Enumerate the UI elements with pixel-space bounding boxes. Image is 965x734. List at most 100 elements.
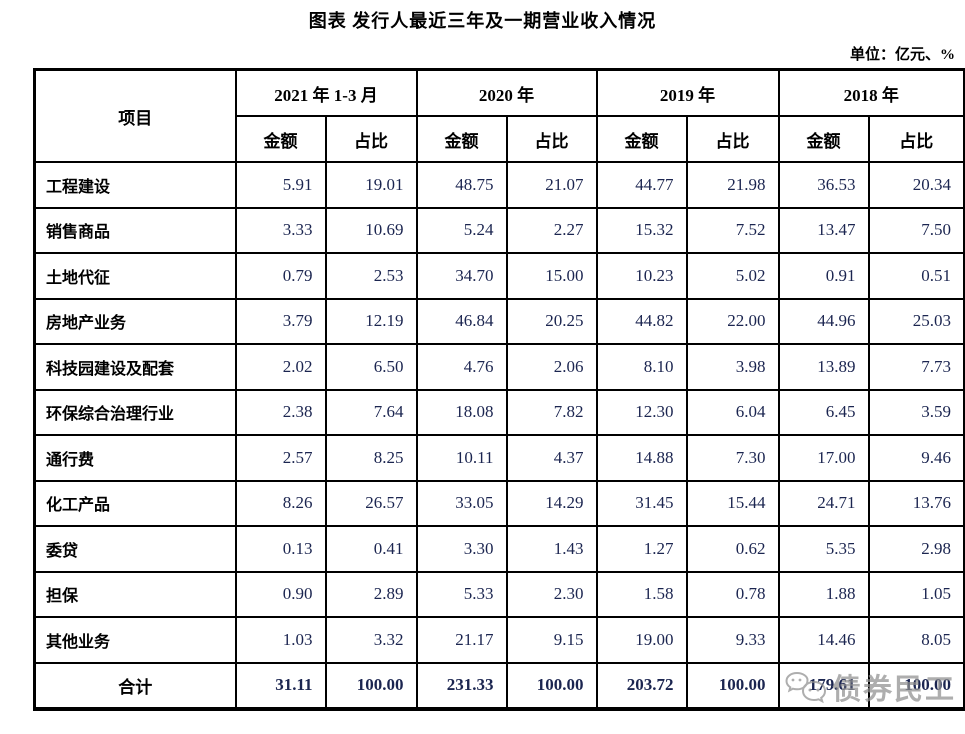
cell-value: 1.05	[867, 570, 965, 618]
cell-value: 44.96	[777, 297, 870, 345]
cell-value: 24.71	[777, 479, 870, 527]
page-title: 图表 发行人最近三年及一期营业收入情况	[308, 11, 657, 31]
cell-value: 22.00	[685, 297, 780, 345]
row-label: 工程建设	[33, 161, 237, 209]
column-header-amount: 金额	[415, 115, 508, 163]
table-header: 项目 2021 年 1-3 月 2020 年 2019 年 2018 年 金额 …	[33, 68, 965, 163]
row-label: 通行费	[33, 434, 237, 482]
table-row: 销售商品 3.33 10.69 5.24 2.27 15.32 7.52 13.47 7.50	[33, 206, 965, 254]
cell-value: 21.07	[505, 161, 598, 209]
cell-value: 0.13	[234, 525, 327, 573]
cell-value: 20.25	[505, 297, 598, 345]
column-header-period-2020: 2020 年	[415, 68, 598, 117]
cell-value: 5.35	[777, 525, 870, 573]
table-row: 工程建设 5.91 19.01 48.75 21.07 44.77 21.98 36.53 20…	[33, 161, 965, 209]
cell-value: 3.32	[324, 616, 418, 664]
cell-value: 15.32	[595, 206, 688, 254]
cell-value: 1.43	[505, 525, 598, 573]
cell-value: 12.19	[324, 297, 418, 345]
table-row: 房地产业务 3.79 12.19 46.84 20.25 44.82 22.00 44.96 2…	[33, 297, 965, 345]
row-label: 环保综合治理行业	[33, 388, 237, 436]
cell-value: 21.98	[685, 161, 780, 209]
row-label: 土地代征	[33, 252, 237, 300]
cell-value: 13.76	[867, 479, 965, 527]
cell-value: 8.05	[867, 616, 965, 664]
cell-value: 3.59	[867, 388, 965, 436]
column-header-share: 占比	[324, 115, 418, 163]
cell-value: 3.98	[685, 343, 780, 391]
table-row-total: 合计 31.11 100.00 231.33 100.00 203.72 100…	[33, 661, 965, 710]
cell-value: 0.78	[685, 570, 780, 618]
column-header-amount: 金额	[777, 115, 870, 163]
cell-value: 7.30	[685, 434, 780, 482]
row-label: 委贷	[33, 525, 237, 573]
table-row: 环保综合治理行业 2.38 7.64 18.08 7.82 12.30 6.04 6.45 3.…	[33, 388, 965, 436]
column-header-amount: 金额	[595, 115, 688, 163]
row-label: 其他业务	[33, 616, 237, 664]
cell-value: 231.33	[415, 661, 508, 710]
table-row: 其他业务 1.03 3.32 21.17 9.15 19.00 9.33 14.46 8.05	[33, 616, 965, 664]
cell-value: 7.64	[324, 388, 418, 436]
cell-value: 100.00	[867, 661, 965, 710]
cell-value: 5.24	[415, 206, 508, 254]
cell-value: 33.05	[415, 479, 508, 527]
cell-value: 36.53	[777, 161, 870, 209]
cell-value: 31.45	[595, 479, 688, 527]
cell-value: 6.50	[324, 343, 418, 391]
cell-value: 10.23	[595, 252, 688, 300]
cell-value: 13.47	[777, 206, 870, 254]
cell-value: 179.61	[777, 661, 870, 710]
cell-value: 0.41	[324, 525, 418, 573]
table-row: 担保 0.90 2.89 5.33 2.30 1.58 0.78 1.88 1.05	[33, 570, 965, 618]
cell-value: 3.33	[234, 206, 327, 254]
table-row: 科技园建设及配套 2.02 6.50 4.76 2.06 8.10 3.98 13.89 7.7…	[33, 343, 965, 391]
cell-value: 100.00	[685, 661, 780, 710]
cell-value: 14.46	[777, 616, 870, 664]
column-header-share: 占比	[685, 115, 780, 163]
column-header-period-2018: 2018 年	[777, 68, 965, 117]
cell-value: 100.00	[505, 661, 598, 710]
table-row: 通行费 2.57 8.25 10.11 4.37 14.88 7.30 17.00 9.46	[33, 434, 965, 482]
row-label: 化工产品	[33, 479, 237, 527]
cell-value: 2.02	[234, 343, 327, 391]
cell-value: 2.38	[234, 388, 327, 436]
cell-value: 14.29	[505, 479, 598, 527]
column-header-share: 占比	[505, 115, 598, 163]
revenue-table: 项目 2021 年 1-3 月 2020 年 2019 年 2018 年 金额 …	[33, 68, 965, 711]
cell-value: 7.52	[685, 206, 780, 254]
cell-value: 10.69	[324, 206, 418, 254]
column-header-share: 占比	[867, 115, 965, 163]
cell-value: 18.08	[415, 388, 508, 436]
table-body: 工程建设 5.91 19.01 48.75 21.07 44.77 21.98 36.53 20…	[33, 161, 965, 710]
row-label: 科技园建设及配套	[33, 343, 237, 391]
cell-value: 20.34	[867, 161, 965, 209]
cell-value: 10.11	[415, 434, 508, 482]
cell-value: 8.25	[324, 434, 418, 482]
cell-value: 0.90	[234, 570, 327, 618]
cell-value: 5.02	[685, 252, 780, 300]
cell-value: 19.01	[324, 161, 418, 209]
cell-value: 0.62	[685, 525, 780, 573]
cell-value: 15.00	[505, 252, 598, 300]
cell-value: 6.04	[685, 388, 780, 436]
cell-value: 1.27	[595, 525, 688, 573]
cell-value: 1.58	[595, 570, 688, 618]
cell-value: 7.50	[867, 206, 965, 254]
cell-value: 2.53	[324, 252, 418, 300]
cell-value: 0.79	[234, 252, 327, 300]
cell-value: 46.84	[415, 297, 508, 345]
cell-value: 7.73	[867, 343, 965, 391]
cell-value: 34.70	[415, 252, 508, 300]
cell-value: 2.89	[324, 570, 418, 618]
cell-value: 21.17	[415, 616, 508, 664]
cell-value: 8.26	[234, 479, 327, 527]
cell-value: 1.88	[777, 570, 870, 618]
cell-value: 100.00	[324, 661, 418, 710]
cell-value: 2.30	[505, 570, 598, 618]
cell-value: 3.30	[415, 525, 508, 573]
cell-value: 15.44	[685, 479, 780, 527]
column-header-period-2021: 2021 年 1-3 月	[234, 68, 418, 117]
cell-value: 19.00	[595, 616, 688, 664]
cell-value: 4.37	[505, 434, 598, 482]
column-header-period-2019: 2019 年	[595, 68, 780, 117]
